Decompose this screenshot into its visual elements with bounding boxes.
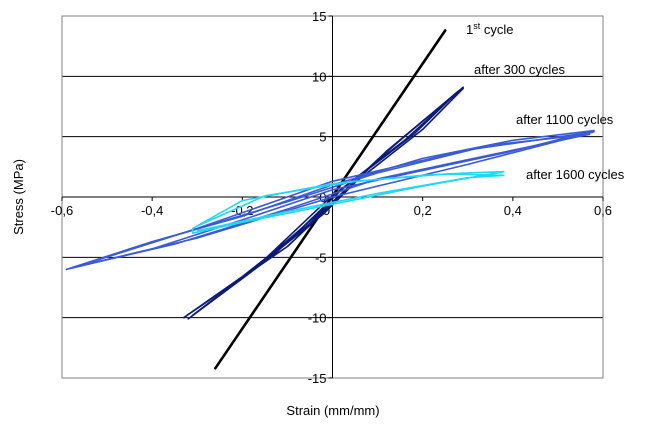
annotation-after-1100: after 1100 cycles xyxy=(516,112,614,127)
x-tick-label: 0,2 xyxy=(414,203,432,218)
x-axis-title: Strain (mm/mm) xyxy=(286,403,379,418)
x-tick-label: 0,6 xyxy=(594,203,612,218)
x-tick-label: 0,4 xyxy=(504,203,522,218)
series-2 xyxy=(182,86,464,320)
y-tick-label: -10 xyxy=(308,311,327,326)
series-1 xyxy=(214,29,447,370)
series-3-loop-1 xyxy=(65,129,595,271)
x-tick-label: -0,4 xyxy=(141,203,163,218)
series-4 xyxy=(191,170,505,234)
series-group xyxy=(65,29,595,370)
y-axis-title: Stress (MPa) xyxy=(11,159,26,235)
y-tick-label: 15 xyxy=(312,9,326,24)
series-2-loop-3 xyxy=(191,86,464,317)
y-tick-label: 5 xyxy=(319,130,326,145)
y-tick-label: -5 xyxy=(315,250,327,265)
annotation-after-300: after 300 cycles xyxy=(474,62,566,77)
annotation-after-1600: after 1600 cycles xyxy=(526,167,625,182)
series-1-loop-1 xyxy=(214,29,447,370)
series-4-loop-1 xyxy=(191,170,505,234)
series-3-loop-3 xyxy=(70,131,595,269)
annotation-1st-cycle: 1st cycle xyxy=(466,21,513,37)
y-tick-label: -15 xyxy=(308,371,327,386)
x-tick-label: -0,6 xyxy=(51,203,73,218)
series-4-loop-2 xyxy=(196,173,505,232)
y-tick-label: 10 xyxy=(312,69,326,84)
